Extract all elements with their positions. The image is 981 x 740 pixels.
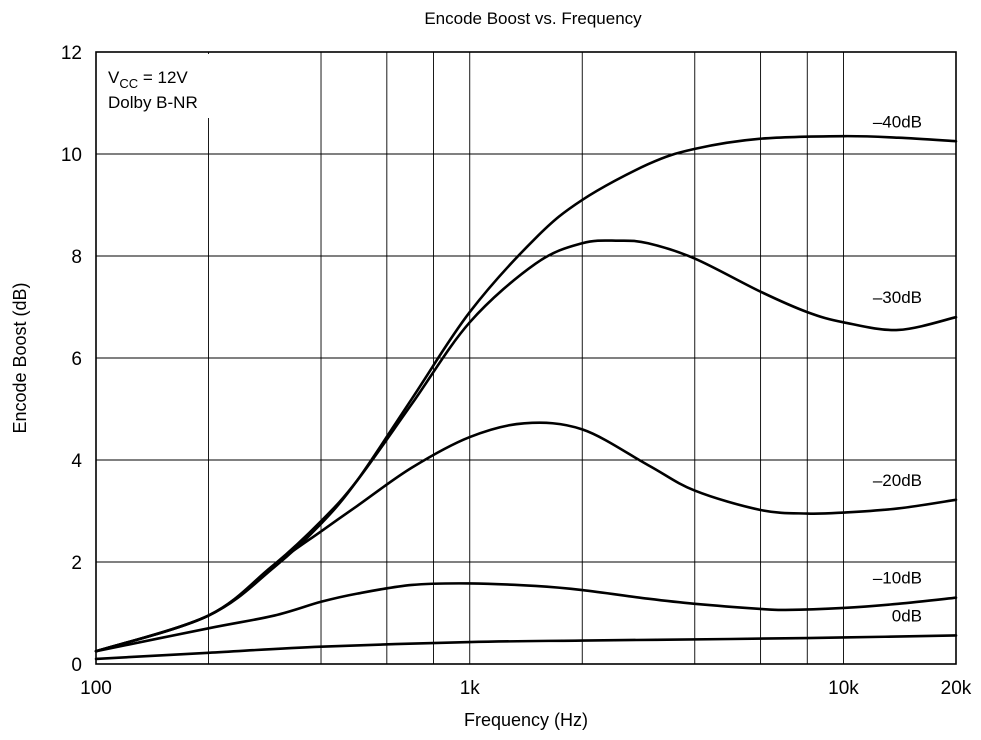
x-tick-label: 10k [828, 678, 859, 699]
vcc-value: = 12V [138, 68, 188, 87]
vcc-prefix: V [108, 68, 120, 87]
x-axis-label: Frequency (Hz) [464, 710, 588, 730]
series-line [94, 239, 958, 653]
y-tick-label: 2 [71, 553, 82, 574]
series-label: –10dB [873, 569, 922, 588]
series-labels: –40dB –30dB –20dB –10dB 0dB [873, 112, 922, 625]
x-tick-label: 1k [460, 678, 481, 699]
series-lines [94, 134, 958, 661]
series-label: –40dB [873, 112, 922, 131]
series-line [94, 421, 958, 653]
series-line [94, 134, 958, 653]
y-tick-label: 6 [71, 349, 82, 370]
x-tick-label: 20k [941, 678, 972, 699]
plot-frame [95, 51, 957, 665]
series-label: –20dB [873, 471, 922, 490]
series-label: 0dB [892, 606, 922, 625]
series-label: –30dB [873, 288, 922, 307]
y-tick-label: 0 [71, 655, 82, 676]
series-line [94, 582, 958, 653]
x-tick-label: 100 [80, 678, 112, 699]
annotation-box: VCC = 12V Dolby B-NR [98, 54, 246, 118]
vcc-subscript: CC [119, 76, 138, 91]
y-tick-label: 4 [71, 451, 82, 472]
y-tick-label: 8 [71, 247, 82, 268]
gridlines [96, 52, 956, 664]
vcc-annotation: VCC = 12V [108, 68, 188, 91]
y-tick-label: 12 [61, 43, 82, 64]
mode-annotation: Dolby B-NR [108, 93, 198, 112]
y-axis-label: Encode Boost (dB) [10, 282, 30, 433]
chart-title: Encode Boost vs. Frequency [424, 9, 642, 28]
series-line [94, 634, 958, 661]
tick-labels: 100 1k 10k 20k 0 2 4 6 8 10 12 [61, 43, 972, 699]
y-tick-label: 10 [61, 145, 82, 166]
